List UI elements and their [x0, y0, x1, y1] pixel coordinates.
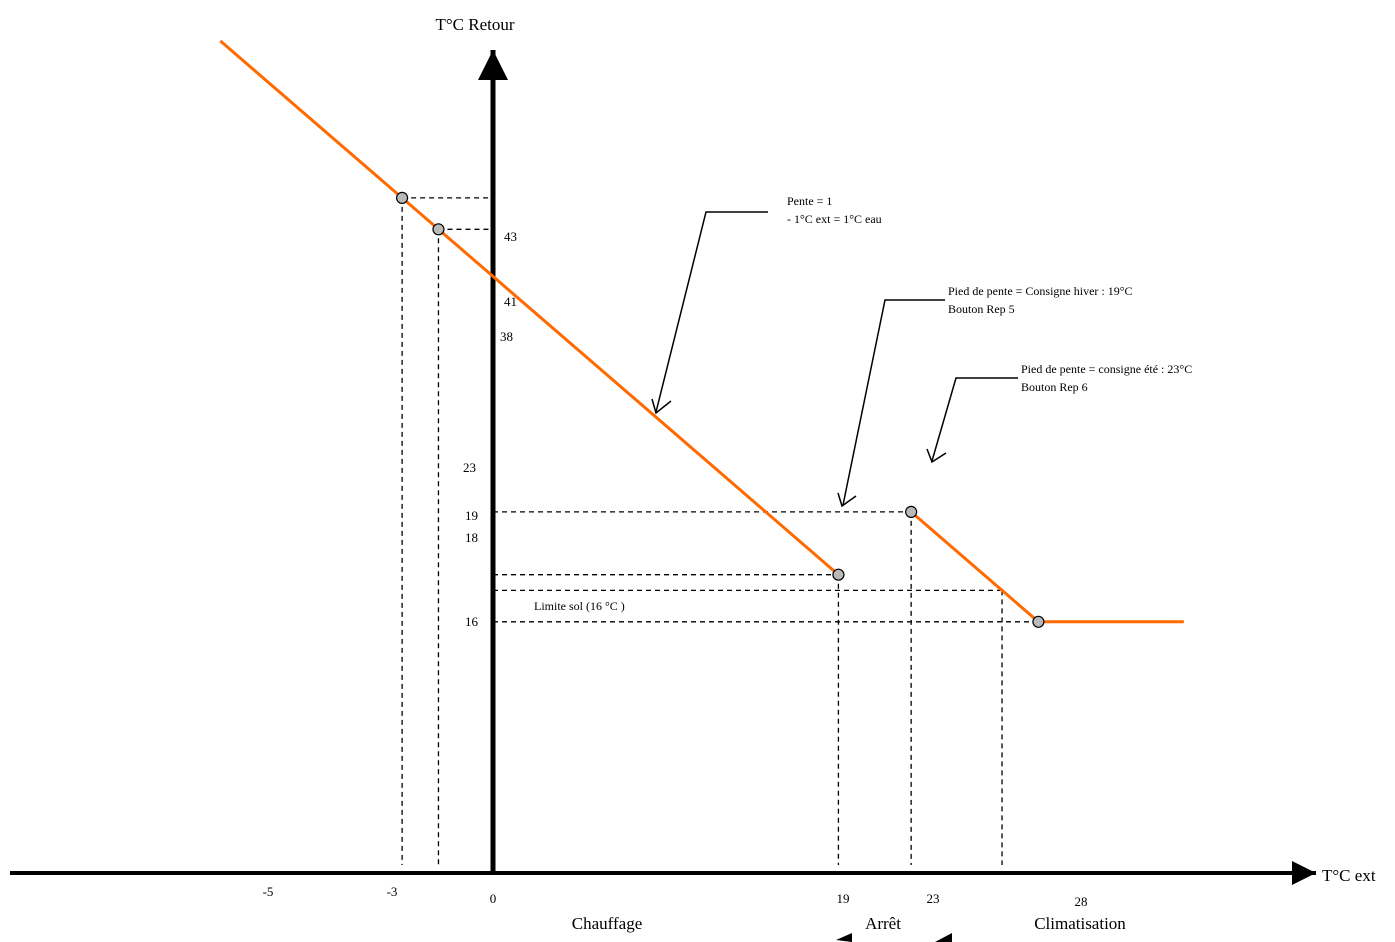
hiver-leader-arrowhead	[837, 492, 857, 508]
y-tick-label: 43	[504, 229, 517, 244]
ete-label-line2: Bouton Rep 6	[1021, 380, 1088, 394]
curve-point	[905, 505, 918, 518]
ete-label-line1: Pied de pente = consigne été : 23°C	[1021, 362, 1192, 376]
y-tick-label: 18	[465, 530, 478, 545]
curve-point	[396, 191, 409, 204]
hiver-leader-line	[842, 299, 945, 506]
curve-point	[432, 223, 445, 236]
zone-arret: Arrêt	[865, 914, 901, 933]
guide-lines	[401, 197, 1039, 865]
x-tick-label: -5	[263, 884, 274, 899]
pente-label-line2: - 1°C ext = 1°C eau	[787, 212, 882, 226]
x-tick-label: 19	[837, 891, 850, 906]
y-tick-label: 16	[465, 614, 479, 629]
arret-left-arrow-icon	[836, 933, 852, 942]
curve-chauffage	[219, 39, 840, 576]
arret-right-arrow-icon	[935, 933, 952, 942]
hiver-callout: Pied de pente = Consigne hiver : 19°C Bo…	[837, 284, 1133, 508]
pente-label-line1: Pente = 1	[787, 194, 832, 208]
y-tick-label: 38	[500, 329, 513, 344]
x-tick-label: -3	[387, 884, 398, 899]
limite-label: Limite sol (16 °C )	[534, 599, 625, 613]
pente-leader-line	[655, 211, 768, 413]
pente-callout: Pente = 1 - 1°C ext = 1°C eau	[651, 194, 882, 415]
y-tick-label: 41	[504, 294, 517, 309]
hiver-label-line2: Bouton Rep 5	[948, 302, 1015, 316]
x-axis-title: T°C ext	[1322, 866, 1376, 885]
y-tick-labels: 43 41 38 23 19 18 16	[463, 229, 517, 629]
x-tick-labels: -5 -3 0 19 23 28	[263, 884, 1088, 909]
ete-callout: Pied de pente = consigne été : 23°C Bout…	[926, 362, 1192, 464]
x-tick-label: 0	[490, 891, 497, 906]
y-axis-title: T°C Retour	[435, 15, 514, 34]
pente-leader-arrowhead	[651, 398, 672, 415]
curve-point	[1032, 615, 1045, 628]
hiver-label-line1: Pied de pente = Consigne hiver : 19°C	[948, 284, 1133, 298]
y-tick-label: 19	[465, 508, 478, 523]
curve-point	[832, 568, 845, 581]
x-tick-label: 23	[927, 891, 940, 906]
x-tick-label: 28	[1075, 894, 1088, 909]
curve-segments	[219, 39, 1184, 624]
curve-points	[396, 191, 1045, 628]
curve-climatisation	[910, 510, 1040, 623]
ete-leader-arrowhead	[926, 448, 947, 464]
y-tick-label: 23	[463, 460, 476, 475]
zone-chauffage: Chauffage	[572, 914, 643, 933]
ete-leader-line	[931, 377, 1018, 462]
zone-climatisation: Climatisation	[1034, 914, 1126, 933]
